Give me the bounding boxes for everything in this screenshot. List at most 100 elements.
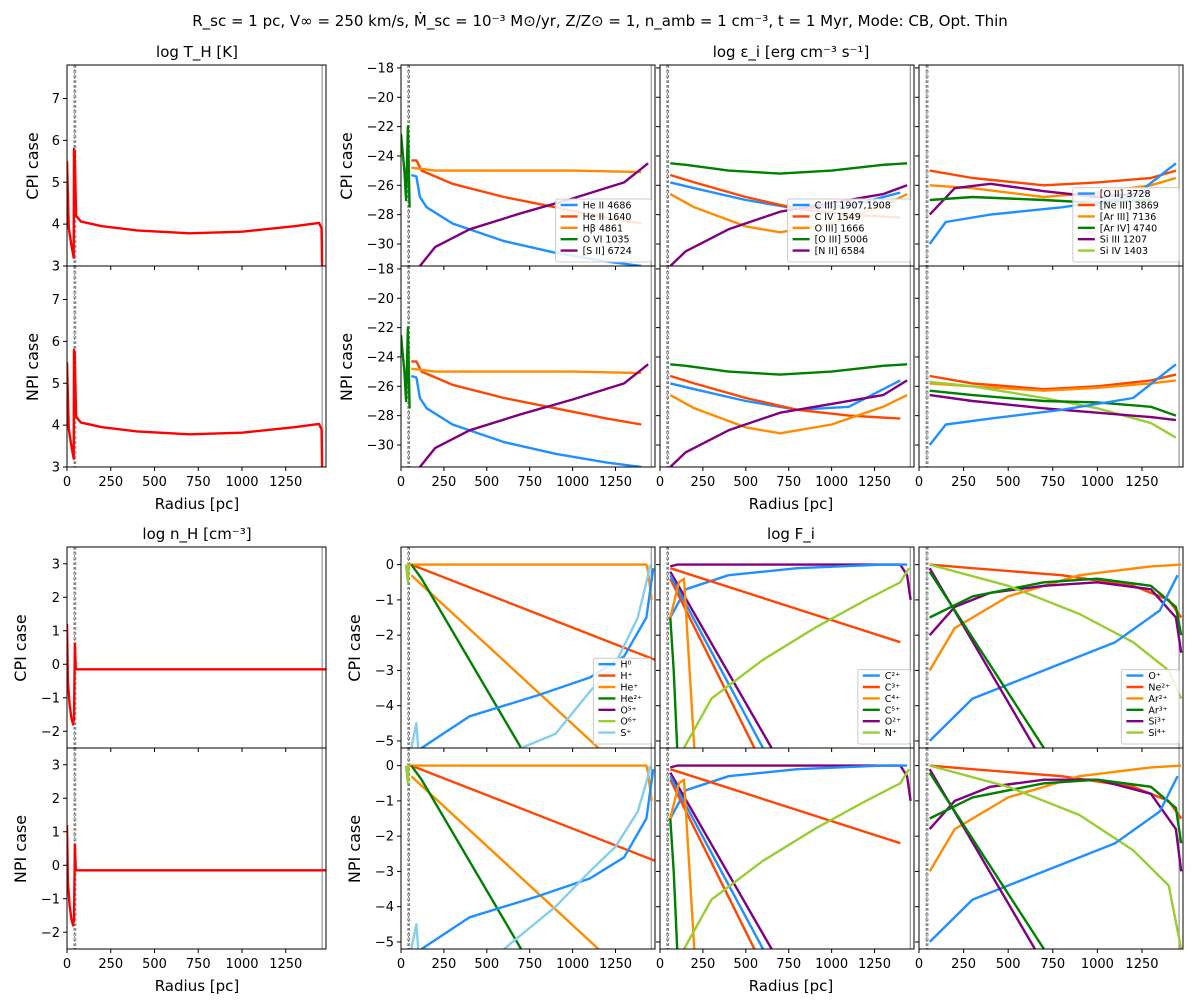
series-line (407, 764, 653, 802)
series-line (682, 567, 910, 748)
series-line (669, 567, 901, 644)
series-line (929, 764, 1183, 949)
legend-label: C²⁺ (885, 671, 900, 682)
figure-title: R_sc = 1 pc, V∞ = 250 km/s, Ṁ_sc = 10⁻³ … (192, 11, 1008, 31)
series-line (411, 166, 642, 174)
section-title-fractions: log F_i (767, 525, 815, 544)
series-line (929, 169, 1177, 187)
legend: [O II] 3728[Ne III] 3869[Ar III] 7136[Ar… (1072, 187, 1180, 263)
y-tick-label: −1 (41, 892, 60, 907)
series-line (67, 824, 326, 927)
x-tick-label: 750 (186, 957, 211, 972)
x-tick-label: 1250 (858, 957, 891, 972)
plot-area-frac-npi-2 (666, 748, 912, 949)
panel-dens-npi: −2 −1 0 1 2 3 0 250 500 750 1000 1250 (41, 747, 327, 972)
x-tick-label: 750 (517, 957, 542, 972)
series-line (669, 577, 696, 748)
panel-frame (659, 265, 915, 468)
row-label-cpi-temp: CPI case (23, 132, 42, 199)
legend-label: Ne²⁺ (1148, 683, 1170, 694)
y-tick-label: 0 (52, 658, 60, 673)
legend-label: He⁺ (620, 683, 638, 694)
legend-label: [Ar IV] 4740 (1100, 223, 1157, 234)
series-line (67, 348, 324, 467)
legend: C²⁺C³⁺C⁴⁺C⁵⁺O²⁺N⁺ (857, 669, 911, 745)
x-tick-label: 250 (431, 475, 456, 490)
panel-dens-cpi: −2 −1 0 1 2 3 (41, 546, 327, 752)
x-tick-label: 1000 (1081, 957, 1114, 972)
plot-area-frac-npi-1 (404, 748, 655, 949)
x-tick-label: 250 (951, 957, 976, 972)
series-line (669, 394, 908, 435)
x-tick-label: 500 (996, 475, 1021, 490)
legend-label: He II 1640 (583, 212, 632, 223)
x-tick-label: 1000 (225, 475, 258, 490)
panel-frac-npi-1: −5 −4 −3 −2 −1 0 0 250 500 750 1000 1250 (375, 747, 656, 972)
y-tick-label: −30 (367, 438, 394, 453)
legend-label: O²⁺ (885, 717, 901, 728)
row-label-npi-dens: NPI case (11, 815, 30, 883)
x-tick-label: 250 (690, 475, 715, 490)
y-tick-label: −18 (367, 61, 394, 76)
y-tick-label: −3 (375, 865, 394, 880)
series-line (410, 563, 523, 748)
legend-box (1072, 187, 1180, 263)
y-tick-label: 4 (52, 218, 60, 233)
plot-area-temp-npi (67, 266, 324, 467)
series-line (928, 764, 1182, 873)
y-tick-label: 0 (386, 558, 394, 573)
legend-label: O⁶⁺ (620, 717, 636, 728)
series-line (928, 363, 1177, 446)
legend-label: C⁴⁺ (885, 694, 900, 705)
xlabel-frac: Radius [pc] (749, 977, 834, 995)
legend-label: H⁰ (620, 660, 631, 671)
series-line (420, 568, 655, 748)
x-tick-label: 1000 (556, 957, 589, 972)
legend-box (787, 198, 911, 263)
panel-temp-npi: 3 4 5 6 7 0 250 500 750 1000 1250 (52, 265, 327, 490)
x-tick-label: 1250 (599, 475, 632, 490)
series-line (670, 162, 908, 175)
panel-emis-npi-1: −30 −28 −26 −24 −22 −20 −18 0 250 500 750 1000 1250 (367, 262, 656, 490)
y-tick-label: 0 (52, 859, 60, 874)
y-tick-label: −24 (367, 149, 394, 164)
legend-label: H⁺ (620, 671, 632, 682)
series-line (67, 147, 324, 266)
series-line (669, 768, 901, 845)
x-tick-label: 750 (517, 475, 542, 490)
plot-area-frac-cpi-2 (666, 547, 912, 748)
x-tick-label: 1000 (225, 957, 258, 972)
row-label-cpi-emis: CPI case (337, 132, 356, 199)
legend-label: [O II] 3728 (1100, 189, 1151, 200)
series-line (929, 577, 1183, 636)
series-line (407, 563, 653, 601)
legend-label: O⁺ (1148, 671, 1161, 682)
y-tick-label: 0 (386, 759, 394, 774)
plot-area-dens-cpi (67, 547, 326, 748)
series-line (410, 722, 420, 748)
plot-area-emis-npi-2 (666, 266, 911, 467)
legend-label: He II 4686 (583, 201, 632, 212)
x-tick-label: 0 (397, 475, 405, 490)
y-tick-label: −5 (375, 935, 394, 950)
legend-label: [O III] 5006 (815, 235, 869, 246)
y-tick-label: 7 (52, 293, 60, 308)
plot-area-emis-npi-3 (925, 266, 1180, 467)
x-tick-label: 0 (656, 475, 664, 490)
legend: H⁰H⁺He⁺He²⁺O⁵⁺O⁶⁺S⁺ (592, 657, 652, 745)
row-label-cpi-dens: CPI case (11, 614, 30, 681)
series-line (410, 764, 523, 949)
x-tick-label: 1000 (556, 475, 589, 490)
legend-label: C IV 1549 (815, 212, 861, 223)
x-tick-label: 1250 (599, 957, 632, 972)
series-line (669, 571, 773, 748)
y-tick-label: −28 (367, 409, 394, 424)
x-tick-label: 250 (98, 475, 123, 490)
y-tick-label: 3 (52, 461, 60, 476)
panel-frame (400, 747, 656, 950)
xlabel-emis: Radius [pc] (749, 495, 834, 513)
series-line (669, 818, 679, 949)
